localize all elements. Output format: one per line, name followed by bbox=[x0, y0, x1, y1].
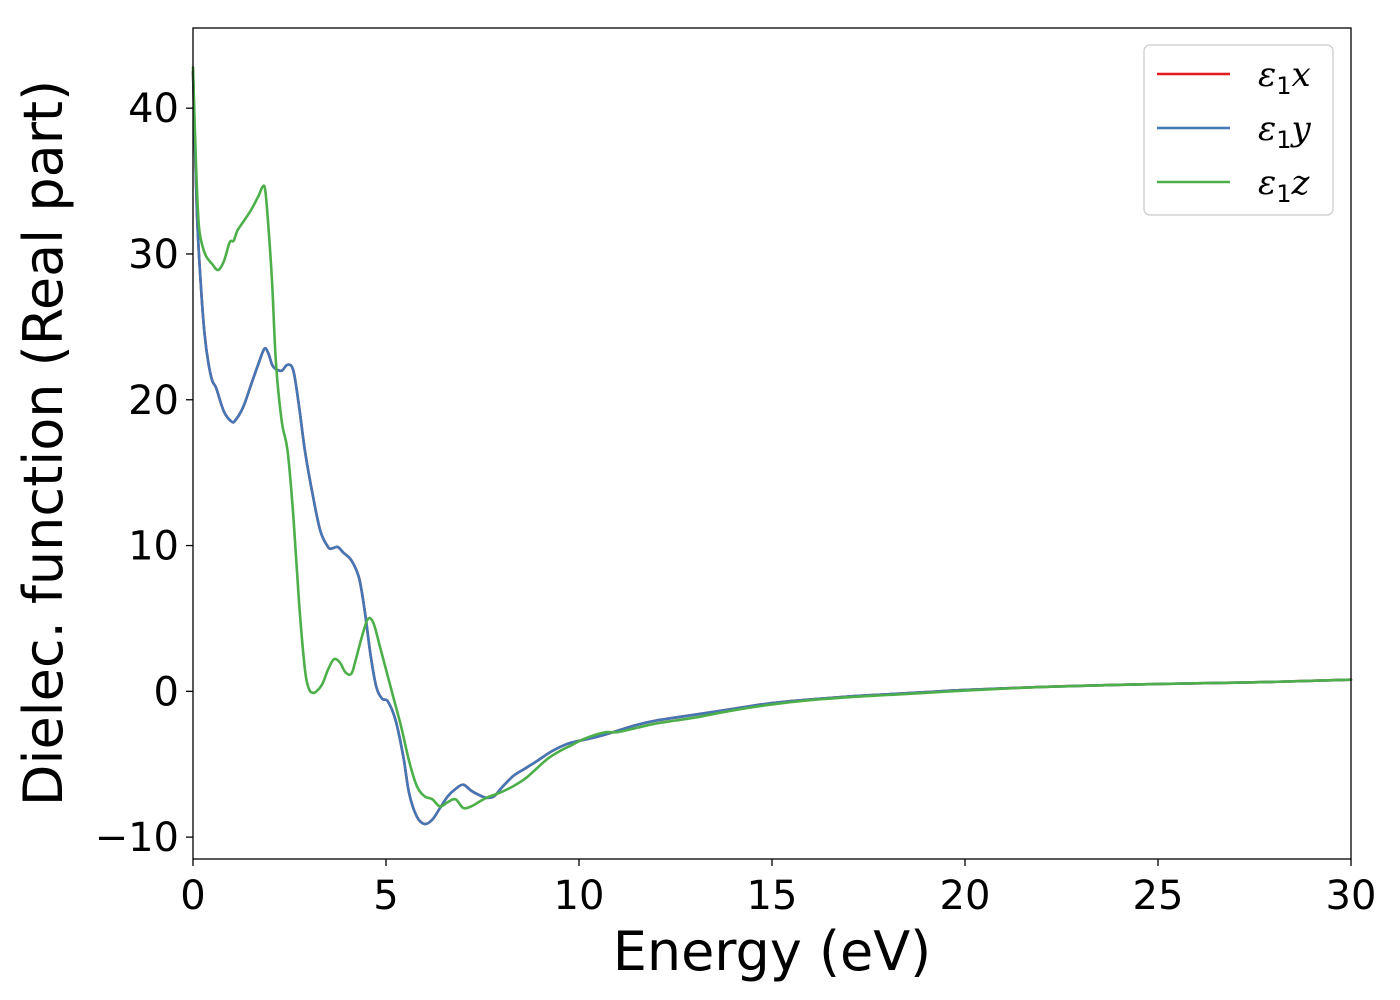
x-tick-label: 0 bbox=[180, 873, 205, 919]
x-axis-title: Energy (eV) bbox=[613, 920, 932, 983]
x-axis-ticks: 0 5 10 15 20 25 30 bbox=[180, 859, 1376, 919]
y-tick-label: 20 bbox=[128, 378, 179, 424]
legend-label-y: ε1y bbox=[1258, 109, 1312, 154]
x-tick-label: 30 bbox=[1326, 873, 1377, 919]
y-axis-ticks: −10 0 10 20 30 40 bbox=[95, 86, 193, 861]
y-axis-title: Dielec. function (Real part) bbox=[12, 80, 75, 806]
y-tick-label: 30 bbox=[128, 232, 179, 278]
series-layer bbox=[191, 66, 1353, 826]
legend-label-z: ε1z bbox=[1258, 163, 1311, 208]
x-tick-label: 10 bbox=[554, 873, 605, 919]
x-tick-label: 20 bbox=[940, 873, 991, 919]
series-line-z bbox=[191, 66, 1353, 810]
y-tick-label: 40 bbox=[128, 86, 179, 132]
legend-label-x: ε1x bbox=[1258, 55, 1311, 100]
x-tick-label: 5 bbox=[373, 873, 398, 919]
x-tick-label: 25 bbox=[1133, 873, 1184, 919]
y-tick-label: 10 bbox=[128, 524, 179, 570]
legend-box bbox=[1143, 44, 1334, 216]
x-tick-label: 15 bbox=[747, 873, 798, 919]
y-tick-label: −10 bbox=[95, 815, 179, 861]
y-tick-label: 0 bbox=[154, 669, 179, 715]
legend: ε1x ε1y ε1z bbox=[1143, 44, 1334, 216]
series-line-y bbox=[191, 70, 1353, 826]
plot-frame bbox=[192, 27, 1352, 860]
